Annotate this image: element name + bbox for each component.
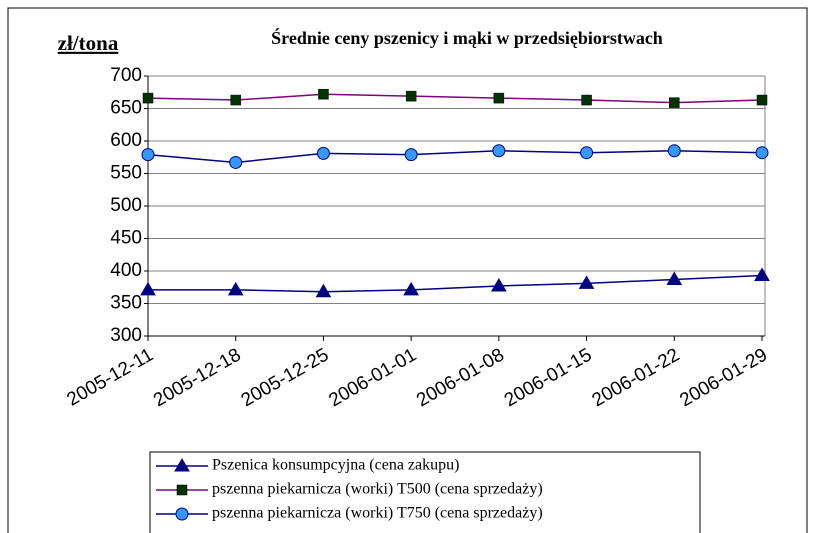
x-tick-label: 2006-01-15	[501, 344, 596, 411]
series-marker	[666, 271, 683, 285]
chart-title: Średnie ceny pszenicy i mąki w przedsięb…	[271, 27, 663, 48]
legend-marker	[175, 507, 189, 521]
series-marker	[669, 97, 680, 108]
series-marker	[403, 281, 420, 296]
x-tick-label: 2005-12-11	[64, 344, 157, 410]
x-tick-label: 2006-01-29	[676, 344, 771, 411]
series-marker	[754, 267, 770, 282]
series-marker	[580, 146, 594, 160]
series-marker	[405, 90, 417, 102]
series-marker	[493, 92, 505, 104]
series-marker	[142, 92, 154, 104]
series-line	[147, 149, 763, 164]
x-tick-label: 2005-12-25	[238, 344, 333, 411]
series-marker	[492, 144, 506, 158]
series-marker	[229, 155, 243, 169]
legend	[149, 451, 701, 533]
y-tick-label: 650	[110, 98, 142, 119]
x-tick-label: 2006-01-01	[325, 344, 420, 411]
y-tick-label: 600	[110, 130, 142, 151]
series-marker	[230, 94, 241, 106]
legend-marker	[176, 484, 188, 496]
series-line	[148, 274, 763, 293]
series-marker	[141, 148, 155, 162]
series-marker	[140, 281, 156, 296]
series-marker	[667, 144, 681, 158]
y-tick-label: 400	[110, 260, 142, 281]
y-tick-label: 300	[110, 325, 142, 346]
legend-label: pszenna piekarnicza (worki) T500 (cena s…	[212, 481, 543, 498]
series-marker	[315, 283, 332, 298]
series-marker	[578, 275, 595, 289]
chart-frame	[7, 7, 808, 533]
series-marker	[756, 94, 768, 106]
series-line	[147, 93, 763, 104]
legend-label: Pszenica konsumpcyjna (cena zakupu)	[212, 457, 459, 474]
legend-label: pszenna piekarnicza (worki) T750 (cena s…	[212, 505, 543, 522]
series-marker	[490, 277, 507, 292]
series-marker	[755, 146, 769, 160]
x-tick-label: 2006-01-08	[413, 344, 508, 411]
y-tick-label: 500	[110, 195, 142, 216]
y-tick-label: 450	[110, 228, 142, 249]
series-marker	[227, 281, 244, 296]
y-axis-label: zł/tona	[58, 31, 119, 55]
y-tick-label: 350	[110, 293, 142, 314]
series-marker	[316, 146, 330, 160]
legend-marker	[174, 458, 190, 472]
x-tick-label: 2006-01-22	[589, 344, 684, 411]
x-tick-label: 2005-12-18	[150, 344, 245, 411]
series-marker	[581, 94, 592, 106]
series-marker	[318, 88, 329, 100]
series-marker	[404, 148, 418, 162]
y-tick-label: 700	[110, 65, 142, 86]
y-tick-label: 550	[110, 163, 142, 184]
